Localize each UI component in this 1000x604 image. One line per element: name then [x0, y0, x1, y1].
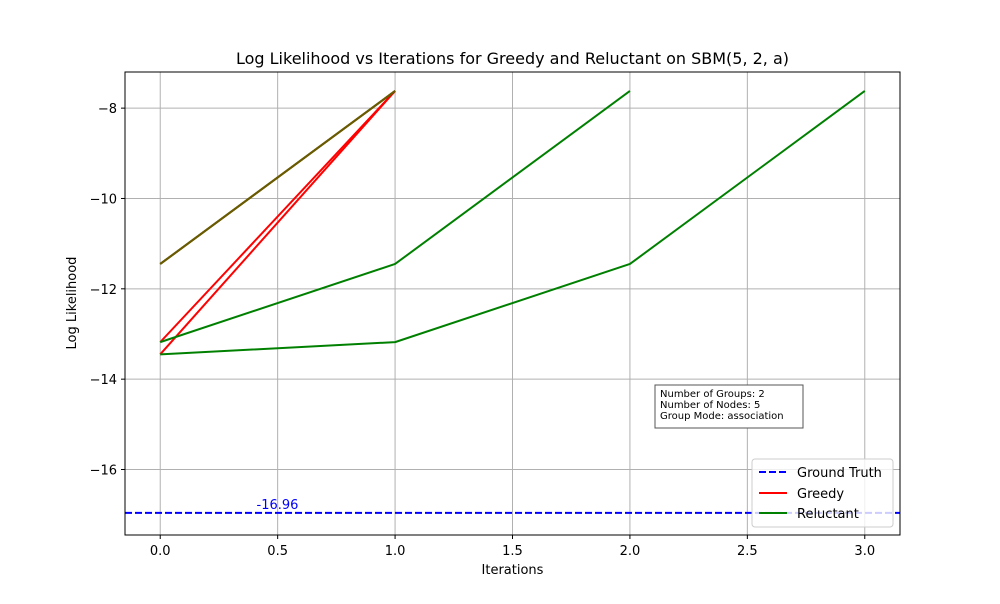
- x-axis-label: Iterations: [482, 563, 544, 578]
- x-tick-label: 2.0: [620, 544, 641, 559]
- reluctant-series-line: [159, 90, 631, 344]
- overlap-series-line: [159, 90, 396, 265]
- greedy-series-line: [159, 90, 396, 343]
- ground-truth-value-label: -16.96: [257, 498, 299, 513]
- legend: Ground Truth Greedy Reluctant: [751, 458, 894, 528]
- y-tick-label: −12: [90, 283, 117, 298]
- y-tick-label: −14: [90, 373, 117, 388]
- info-box-line: Group Mode: association: [660, 411, 784, 422]
- y-axis-label: Log Likelihood: [65, 257, 80, 350]
- chart-title: Log Likelihood vs Iterations for Greedy …: [236, 49, 789, 68]
- x-tick-label: 2.5: [737, 544, 758, 559]
- legend-ground-truth-label: Ground Truth: [797, 466, 882, 481]
- info-box-line: Number of Groups: 2: [660, 389, 765, 400]
- legend-reluctant-label: Reluctant: [797, 507, 859, 522]
- reluctant-series-line: [160, 90, 866, 356]
- axis-ticks: 0.0 0.5 1.0 1.5 2.0 2.5 3.0 −16 −14 −12 −10 −8: [90, 102, 876, 559]
- greedy-series-line: [159, 90, 396, 355]
- plot-frame: [124, 71, 901, 536]
- x-tick-label: 3.0: [854, 544, 875, 559]
- y-tick-label: −16: [90, 464, 117, 479]
- annotations: -16.96: [257, 498, 299, 513]
- x-tick-label: 1.0: [385, 544, 406, 559]
- legend-greedy-label: Greedy: [797, 487, 844, 502]
- info-box-frame: [654, 384, 804, 429]
- x-tick-label: 0.5: [267, 544, 288, 559]
- legend-frame: [751, 458, 894, 528]
- info-box-line: Number of Nodes: 5: [660, 400, 760, 411]
- y-tick-label: −8: [98, 102, 117, 117]
- x-tick-label: 1.5: [502, 544, 523, 559]
- info-box: Number of Groups: 2 Number of Nodes: 5 G…: [654, 384, 804, 429]
- x-tick-label: 0.0: [150, 544, 171, 559]
- y-tick-label: −10: [90, 192, 117, 207]
